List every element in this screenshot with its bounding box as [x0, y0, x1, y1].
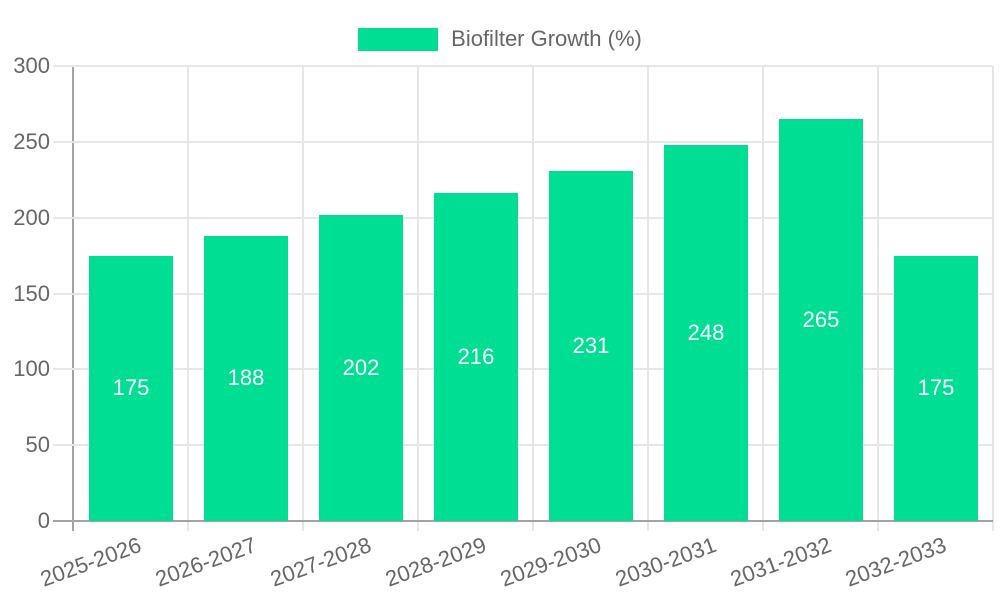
legend-swatch	[358, 27, 439, 51]
x-gridline	[532, 66, 534, 531]
x-gridline	[762, 66, 764, 531]
bar-value-label: 216	[457, 344, 495, 369]
bar[interactable]	[664, 144, 748, 521]
bar-value-label: 188	[227, 365, 265, 390]
x-axis-tick-label: 2025-2026	[37, 532, 145, 592]
x-axis-tick-label: 2031-2032	[727, 532, 835, 592]
y-gridline	[53, 65, 993, 67]
bar[interactable]	[89, 255, 173, 521]
y-axis-tick-label: 150	[13, 280, 50, 306]
y-axis-tick-label: 300	[13, 53, 50, 78]
bar-value-label: 175	[112, 375, 150, 400]
x-axis-tick-label: 2026-2027	[152, 532, 260, 592]
x-gridline	[647, 66, 649, 531]
y-axis-line	[72, 66, 74, 531]
bar[interactable]	[549, 170, 633, 521]
x-gridline	[302, 66, 304, 531]
y-gridline	[53, 292, 993, 295]
y-axis-tick-label: 250	[13, 128, 50, 154]
x-axis-tick-label: 2032-2033	[842, 532, 950, 592]
y-axis-tick-label: 200	[13, 204, 50, 230]
bar-value-label: 175	[917, 375, 955, 400]
y-gridline	[53, 216, 993, 219]
x-axis-tick-label: 2030-2031	[612, 532, 720, 592]
bar[interactable]	[319, 214, 403, 521]
y-axis-tick-label: 100	[13, 356, 50, 382]
bar-value-label: 202	[342, 355, 380, 380]
x-gridline	[877, 66, 879, 531]
x-axis-line	[53, 520, 993, 522]
bar-value-label: 248	[687, 320, 725, 345]
bar[interactable]	[204, 235, 288, 521]
bar[interactable]	[779, 119, 863, 521]
x-gridline	[992, 66, 994, 531]
x-gridline	[417, 66, 419, 531]
legend-label: Biofilter Growth (%)	[451, 26, 642, 51]
y-gridline	[53, 368, 993, 371]
y-gridline	[53, 444, 993, 447]
y-gridline	[53, 140, 993, 143]
y-axis-tick-label: 0	[37, 508, 50, 533]
bar[interactable]	[434, 193, 518, 521]
y-axis-tick-label: 50	[25, 432, 50, 458]
legend-item[interactable]: Biofilter Growth (%)	[0, 27, 1000, 51]
x-gridline	[187, 66, 189, 531]
x-axis-tick-label: 2027-2028	[267, 532, 375, 592]
bar-value-label: 231	[572, 333, 610, 358]
x-axis-tick-label: 2028-2029	[382, 532, 490, 592]
bar-value-label: 265	[802, 307, 840, 332]
bar[interactable]	[894, 255, 978, 521]
x-axis-tick-label: 2029-2030	[497, 532, 605, 592]
